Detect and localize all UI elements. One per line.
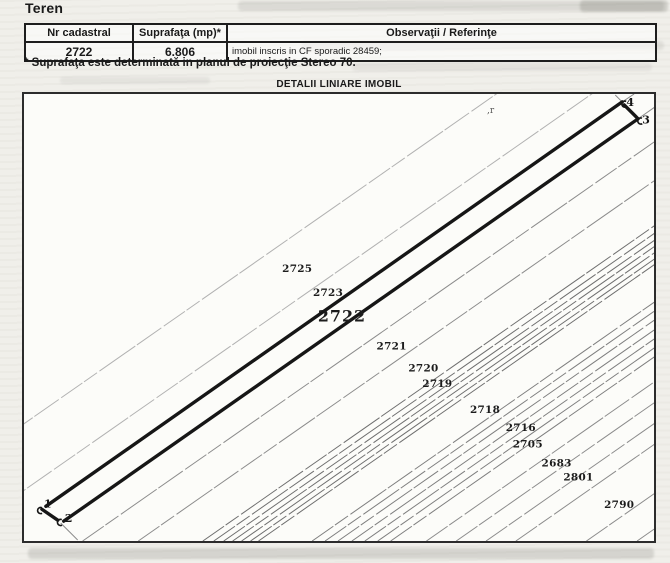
parcel-boundary-line	[337, 319, 654, 541]
vertex-hook-mark	[56, 518, 63, 527]
parcel-boundary-line	[586, 493, 654, 541]
boundary-extension-line	[60, 522, 79, 541]
table-header-row: Nr cadastral Suprafaţa (mp)* Observaţii …	[24, 23, 657, 43]
vertex-number: 1	[44, 497, 52, 510]
parcel-boundary-line	[390, 356, 654, 541]
subject-parcel-outline	[62, 117, 640, 523]
parcel-label: 2718	[470, 404, 500, 416]
scan-artifact	[352, 63, 652, 71]
projection-footnote: * Suprafaţa este determinată in planul d…	[24, 57, 356, 69]
parcel-label: 2705	[513, 439, 543, 451]
scan-artifact	[28, 548, 654, 559]
parcel-label: 2721	[377, 341, 407, 353]
page-title: Teren	[25, 0, 64, 16]
parcel-boundary-line	[455, 402, 654, 541]
scan-artifact	[238, 1, 664, 11]
vertex-hook-mark	[36, 506, 43, 515]
parcel-boundary-line	[24, 94, 498, 425]
parcel-boundary-line	[351, 329, 654, 541]
parcel-label: 2716	[506, 422, 536, 434]
parcel-boundary-line	[137, 180, 654, 541]
parcel-boundary-line	[485, 423, 654, 541]
parcel-boundary-line	[324, 310, 654, 541]
scan-artifact	[580, 0, 668, 12]
parcel-label: 2725	[282, 263, 312, 275]
column-header-observations: Observaţii / Referinţe	[226, 23, 657, 43]
table-row: 2722 6.806 imobil inscris in CF sporadic…	[24, 41, 657, 62]
vertex-hook-mark	[621, 100, 627, 109]
parcel-label: 2720	[408, 362, 438, 374]
cadastral-map: 1 2 3 4 2725 2723 2722 2721 2720 2719 2718 2716 2705…	[22, 92, 656, 543]
parcel-boundary-line	[377, 347, 654, 541]
scan-artifact-mark: ,r	[487, 106, 495, 116]
parcel-boundary-line	[258, 264, 654, 541]
boundary-extension-line	[637, 106, 654, 120]
parcel-boundary-line	[202, 225, 654, 541]
parcel-label: 2801	[563, 471, 593, 483]
observations-value: imobil inscris in CF sporadic 28459;	[226, 41, 657, 62]
parcel-boundary-line	[232, 246, 654, 541]
vertex-hook-mark	[637, 117, 643, 125]
map-title: DETALII LINIARE IMOBIL	[276, 79, 402, 90]
vertex-number: 3	[642, 114, 650, 127]
vertex-number: 2	[65, 512, 73, 525]
parcel-boundary-line	[364, 338, 654, 541]
surface-area-value: 6.806	[132, 41, 228, 62]
parcel-label: 2723	[313, 287, 343, 299]
parcel-label: 2719	[422, 378, 452, 390]
land-register-table: Nr cadastral Suprafaţa (mp)* Observaţii …	[24, 23, 657, 62]
parcel-boundary-line	[24, 94, 593, 491]
parcel-boundary-line	[213, 233, 654, 541]
subject-parcel-label: 2722	[318, 306, 366, 325]
parcel-label: 2683	[542, 457, 572, 469]
vertex-number: 4	[626, 96, 634, 109]
parcel-boundary-line	[311, 301, 654, 541]
subject-parcel-outline	[44, 100, 624, 508]
column-header-surface-area: Suprafaţa (mp)*	[132, 23, 228, 43]
cadastral-number-value: 2722	[24, 41, 134, 62]
parcel-label: 2790	[604, 499, 634, 511]
parcel-boundary-line	[426, 381, 654, 541]
subject-parcel-outline	[40, 507, 60, 522]
parcel-boundary-line	[241, 252, 654, 541]
parcel-boundary-line	[82, 141, 654, 541]
column-header-cadastral-number: Nr cadastral	[24, 23, 134, 43]
parcel-boundary-line	[250, 258, 654, 541]
parcel-boundary-line	[223, 239, 654, 541]
